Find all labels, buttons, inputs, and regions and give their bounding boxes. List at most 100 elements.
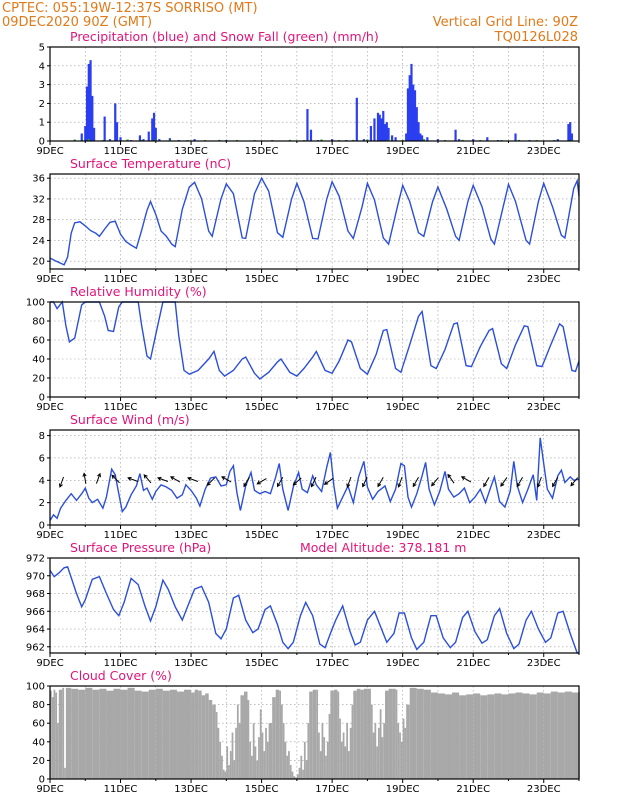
pressure-line xyxy=(49,566,579,654)
wind-arrow xyxy=(58,476,65,488)
cloud-cover-bar xyxy=(106,690,114,779)
wind-arrow-shaft xyxy=(292,477,302,486)
wind-arrow xyxy=(221,476,232,483)
wind-arrow-head xyxy=(82,472,87,477)
wind-arrow-shaft xyxy=(346,476,352,488)
wind-arrow-shaft xyxy=(170,476,181,483)
precip-bar xyxy=(80,133,83,141)
precip-bar xyxy=(306,109,309,141)
cloud-cover-bar xyxy=(92,689,100,779)
cloud-cover-bar xyxy=(228,765,230,779)
cloud-cover-bar xyxy=(303,741,306,779)
snow-bar xyxy=(320,139,323,141)
cloud-ytick-label: 60 xyxy=(32,719,45,730)
wind-arrow-shaft xyxy=(461,476,472,483)
wind-arrow-shaft xyxy=(552,477,559,487)
wind-arrow-shaft xyxy=(570,477,579,486)
wind-arrow xyxy=(156,476,169,482)
cloud-cover-bar xyxy=(224,771,227,779)
cloud-cover-bar xyxy=(169,689,177,779)
cloud-cover-bar xyxy=(148,689,156,779)
precip-bar xyxy=(119,137,122,141)
precip-ytick-label: 2 xyxy=(39,99,45,110)
cloud-cover-bar xyxy=(208,699,213,779)
wind-arrow-head xyxy=(570,482,575,487)
wind-arrow-head xyxy=(276,482,281,488)
wind-arrow-head xyxy=(397,483,402,488)
cloud-cover-bar xyxy=(330,690,334,779)
precip-bar xyxy=(142,139,145,141)
temp-ytick-label: 28 xyxy=(32,215,45,226)
cloud-cover-bar xyxy=(85,687,93,779)
wind-arrow-head xyxy=(431,482,436,487)
wind-arrow-shaft xyxy=(59,476,65,488)
cloud-cover-bar xyxy=(247,699,250,779)
wind-arrow xyxy=(95,472,101,484)
cloud-cover-bar xyxy=(557,692,565,779)
precip-xtick-label: 13DEC xyxy=(174,146,208,157)
precip-frame xyxy=(49,46,580,142)
precip-bar xyxy=(426,137,429,141)
precip-bar xyxy=(108,139,112,141)
precip-bar xyxy=(85,86,89,141)
wind-ytick-label: 6 xyxy=(39,453,45,464)
wind-arrow-head xyxy=(111,474,116,479)
cloud-cover-bar xyxy=(275,689,280,779)
cloud-cover-bar xyxy=(325,755,327,779)
wind-arrow-head xyxy=(170,476,175,481)
wind-xtick-label: 17DEC xyxy=(315,530,349,541)
precip-bar xyxy=(369,125,373,141)
cloud-cover-bar xyxy=(113,688,121,779)
wind-arrow-head xyxy=(127,476,132,481)
cloud-cover-bar xyxy=(328,713,331,779)
precip-ytick-label: 3 xyxy=(39,80,45,91)
precip-bar xyxy=(417,122,420,141)
snow-bar xyxy=(126,139,129,141)
temp-xtick-label: 19DEC xyxy=(386,274,420,285)
temp-line xyxy=(49,176,580,266)
wind-arrow-head xyxy=(362,483,366,488)
wind-arrow-head xyxy=(377,482,382,488)
wind-arrow-head xyxy=(187,476,192,481)
cloud-cover-bar xyxy=(55,692,58,779)
precip-bar xyxy=(158,139,161,141)
cloud-cover-bar xyxy=(184,689,192,779)
cloud-xtick-label: 11DEC xyxy=(104,784,138,795)
cloud-cover-bar xyxy=(296,774,299,779)
snow-bar xyxy=(422,139,425,141)
wind-arrow-shaft xyxy=(537,476,542,488)
cloud-cover-bar xyxy=(162,690,170,779)
cloud-cover-bar xyxy=(318,732,320,779)
precip-bar xyxy=(454,129,457,141)
wind-arrow-head xyxy=(500,482,505,487)
wind-arrow-shaft xyxy=(243,477,250,487)
rh-xtick-label: 15DEC xyxy=(245,402,279,413)
cloud-frame xyxy=(49,685,580,780)
cloud-cover-bar xyxy=(487,694,495,779)
snow-bar xyxy=(366,139,369,141)
cloud-cover-bar xyxy=(363,688,368,779)
cloud-cover-bar xyxy=(236,704,239,779)
wind-ytick-label: 0 xyxy=(39,521,45,532)
precip-bar xyxy=(406,88,410,141)
precip-xtick-label: 21DEC xyxy=(456,146,490,157)
pressure-xtick-label: 13DEC xyxy=(174,658,208,669)
cloud-cover-bar xyxy=(266,741,269,779)
cloud-cover-bar xyxy=(351,704,354,779)
cloud-cover-bar xyxy=(222,769,225,779)
cloud-cover-bar xyxy=(515,692,523,779)
cloud-cover-bar xyxy=(235,727,237,779)
rh-frame xyxy=(49,301,580,398)
precip-xtick-label: 17DEC xyxy=(315,146,349,157)
cloud-cover-bar xyxy=(57,723,59,779)
wind-arrow-head xyxy=(516,482,521,488)
precip-bar xyxy=(84,125,87,141)
cloud-cover-bar xyxy=(233,760,236,779)
cloud-ytick-label: 80 xyxy=(32,700,45,711)
precip-bar xyxy=(362,139,365,141)
cloud-xtick-label: 17DEC xyxy=(315,784,349,795)
precip-bar xyxy=(154,127,157,141)
wind-arrow-head xyxy=(460,476,466,481)
wind-arrow-shaft xyxy=(187,477,199,482)
precip-bar xyxy=(567,124,570,141)
